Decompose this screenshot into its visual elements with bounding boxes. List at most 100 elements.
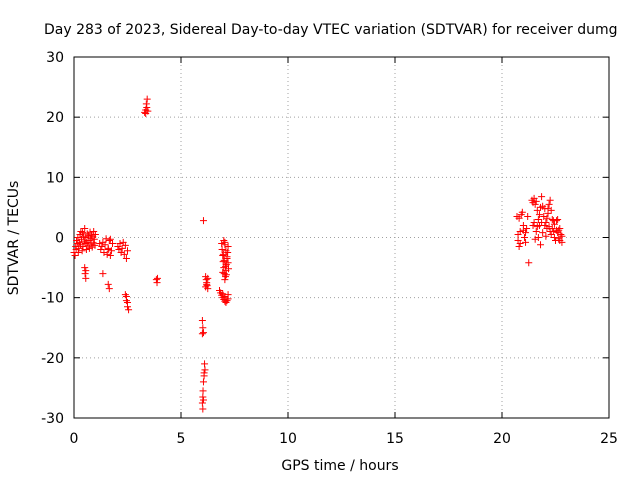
data-point (222, 298, 230, 306)
data-point (516, 240, 524, 248)
data-point (539, 229, 547, 237)
data-point (106, 235, 114, 243)
data-point (82, 274, 90, 282)
data-point (531, 235, 539, 243)
x-tick-label: 20 (493, 431, 511, 447)
data-point (547, 230, 555, 238)
data-point (534, 234, 542, 241)
data-point (224, 243, 232, 251)
data-point (199, 329, 207, 337)
data-point (78, 247, 86, 255)
data-point (219, 252, 227, 260)
data-point (224, 291, 232, 299)
data-point (525, 259, 533, 267)
data-point (81, 270, 89, 278)
data-point (223, 297, 231, 305)
data-point (107, 247, 115, 255)
data-point (222, 271, 230, 279)
x-tick-label: 0 (70, 431, 79, 447)
y-tick-label: 0 (55, 231, 64, 247)
data-point (535, 211, 543, 219)
data-point (90, 227, 98, 235)
data-point (222, 262, 230, 270)
data-point (124, 247, 131, 255)
data-point (545, 223, 553, 231)
data-point (143, 95, 151, 103)
data-point (223, 253, 231, 261)
data-point (199, 387, 207, 395)
data-point (515, 214, 523, 222)
data-point (103, 250, 111, 258)
data-point (98, 243, 106, 251)
data-point (222, 247, 230, 255)
data-point (534, 215, 542, 223)
data-point (556, 237, 564, 245)
data-point (200, 369, 208, 377)
data-point (532, 227, 540, 235)
data-point (105, 285, 113, 293)
data-point (153, 274, 161, 282)
data-point (220, 256, 228, 264)
data-point (118, 244, 126, 252)
data-point (550, 220, 558, 228)
data-point (198, 399, 206, 407)
data-point (532, 197, 540, 205)
data-point (142, 110, 150, 118)
data-point (558, 232, 566, 240)
data-point (548, 224, 556, 232)
data-point (520, 234, 528, 241)
data-point (101, 241, 109, 249)
axis-ticks: 0 5 10 15 20 25 -30 -20 -10 0 10 20 30 (41, 50, 618, 447)
data-point (199, 378, 207, 386)
grid (74, 57, 609, 418)
data-point (518, 208, 526, 216)
data-point (522, 238, 530, 246)
data-point (221, 276, 229, 284)
data-point (85, 237, 93, 245)
data-point (201, 366, 209, 374)
data-point (542, 232, 550, 240)
data-point (523, 224, 531, 232)
x-tick-label: 25 (600, 431, 618, 447)
data-point (219, 250, 227, 258)
data-point (201, 360, 209, 368)
data-point (116, 240, 124, 248)
y-tick-label: -20 (41, 351, 64, 367)
data-point (82, 267, 90, 275)
data-point (71, 252, 79, 260)
data-point (540, 212, 548, 220)
data-point (557, 230, 565, 238)
data-point (524, 212, 532, 220)
data-point (81, 264, 89, 272)
data-point (104, 246, 112, 254)
data-point (121, 291, 129, 299)
y-axis-label: SDTVAR / TECUs (6, 181, 22, 296)
data-point (142, 100, 150, 108)
data-point (102, 235, 110, 243)
data-point (152, 276, 160, 284)
data-point (202, 283, 210, 291)
data-point (541, 221, 549, 229)
data-point (106, 252, 114, 260)
y-tick-label: -10 (41, 291, 64, 307)
x-tick-label: 15 (386, 431, 404, 447)
data-point (538, 218, 546, 226)
data-point (105, 237, 113, 245)
data-point (91, 241, 99, 249)
y-tick-label: 30 (46, 50, 64, 66)
data-point (219, 268, 227, 276)
data-point (556, 224, 564, 232)
data-point (121, 241, 129, 249)
data-point (522, 229, 530, 237)
data-point (99, 270, 107, 278)
data-point (82, 246, 90, 254)
data-point (222, 273, 230, 281)
chart-title: Day 283 of 2023, Sidereal Day-to-day VTE… (44, 22, 618, 38)
data-point (122, 255, 130, 263)
data-point (199, 393, 207, 401)
data-point (81, 224, 89, 232)
data-point (97, 246, 105, 254)
data-point (553, 217, 561, 225)
data-point (120, 250, 128, 258)
data-point (204, 274, 212, 282)
